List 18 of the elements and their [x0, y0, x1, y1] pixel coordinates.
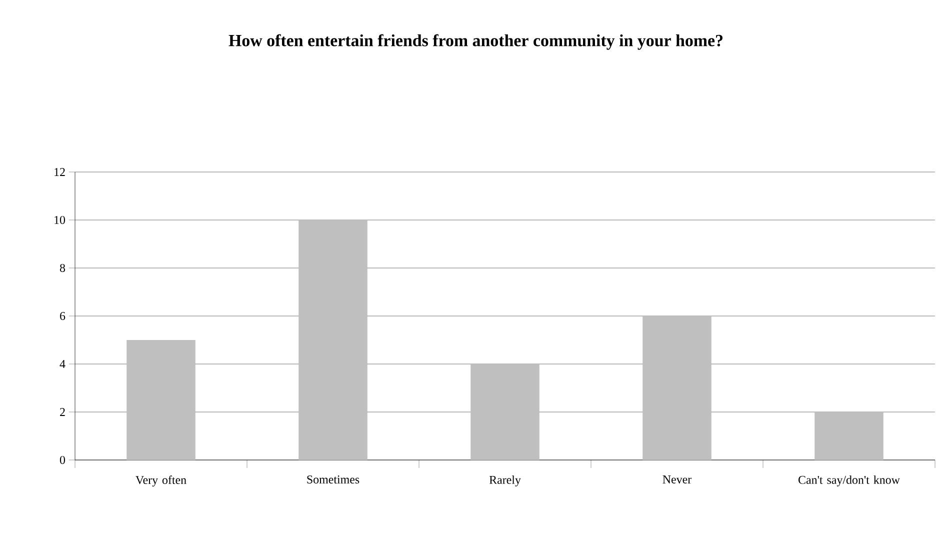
y-tick-label: 6 — [60, 312, 66, 320]
bar — [642, 316, 712, 460]
bar — [814, 412, 884, 460]
x-tick-label: Rarely — [489, 476, 521, 486]
chart-title: How often entertain friends from another community in your home? — [228, 34, 722, 50]
bar — [470, 364, 540, 460]
x-tick-label: Never — [662, 476, 692, 484]
x-tick-label: Sometimes — [307, 476, 360, 484]
y-tick-label: 10 — [54, 216, 66, 224]
y-tick-label: 2 — [60, 408, 65, 416]
y-tick-label: 8 — [60, 264, 66, 272]
y-tick-label: 12 — [54, 168, 65, 176]
x-tick-label: Very often — [136, 476, 186, 486]
x-tick-label: Can't say/don't know — [798, 476, 900, 486]
bar — [126, 340, 196, 460]
y-tick-label: 4 — [60, 360, 66, 368]
y-tick-label: 0 — [60, 456, 66, 464]
bar — [298, 220, 368, 460]
